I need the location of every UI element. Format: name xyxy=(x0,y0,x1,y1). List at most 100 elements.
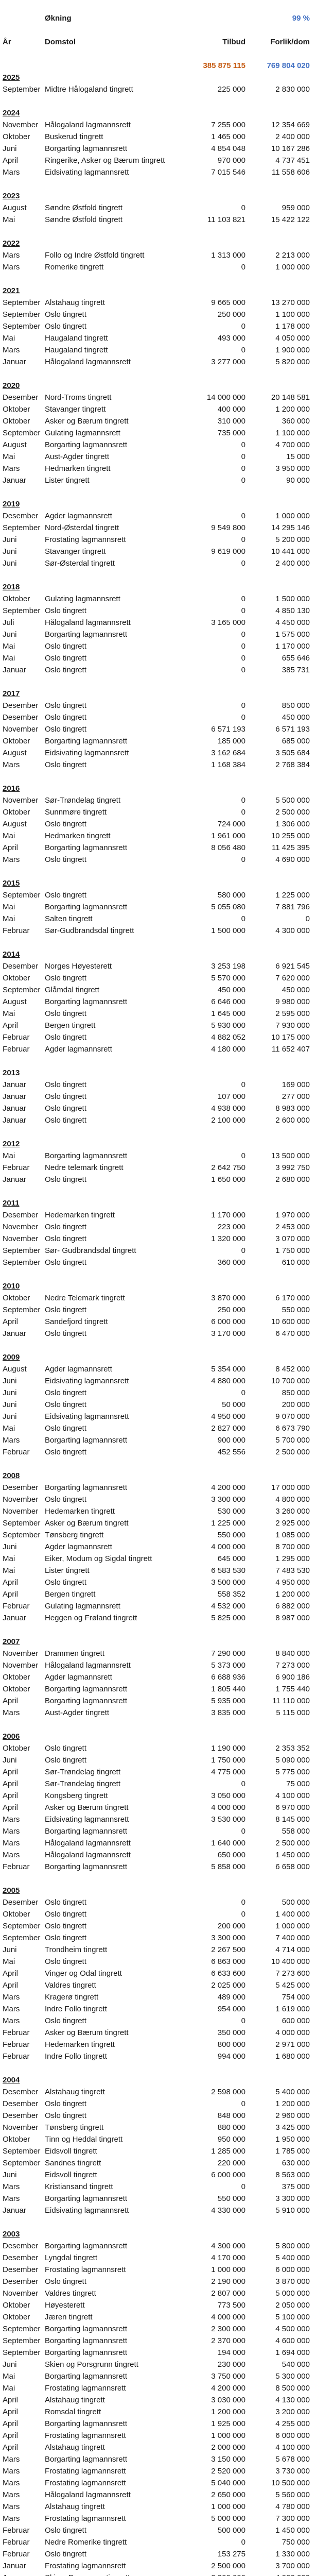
row-tilbud-value: 4 180 000 xyxy=(211,1045,245,1054)
table-row: Mai Oslo tingrett 0 1 170 000 xyxy=(0,640,316,652)
table-row: Mai Eiker, Modum og Sigdal tingrett 645 00… xyxy=(0,1553,316,1565)
section-gap xyxy=(0,1340,316,1351)
row-court: Gulating lagmannsrett xyxy=(45,1602,120,1611)
row-month: Oktober xyxy=(3,808,30,817)
row-court: Høyesterett xyxy=(45,2301,85,2310)
row-month: August xyxy=(3,1365,27,1374)
row-court: Oslo tingrett xyxy=(45,1080,86,1089)
row-forlik-value: 2 453 000 xyxy=(275,1223,310,1231)
row-court: Nedre telemark tingrett xyxy=(45,1163,124,1172)
table-row: Oktober Oslo tingrett 0 1 400 000 xyxy=(0,1908,316,1920)
row-court: Romerike tingrett xyxy=(45,263,104,272)
row-court: Hedmarken tingrett xyxy=(45,464,111,473)
row-tilbud-value: 4 882 052 xyxy=(211,1033,245,1042)
row-court: Oslo tingrett xyxy=(45,2550,86,2558)
row-tilbud-value: 360 000 xyxy=(217,1258,245,1267)
row-court: Borgarting lagmannsrett xyxy=(45,2336,128,2345)
row-month: September xyxy=(3,322,41,331)
table-row: Desember Borgarting lagmannsrett 4 300 000… xyxy=(0,2240,316,2252)
table-row: August Borgarting lagmannsrett 6 646 000 9 … xyxy=(0,996,316,1008)
row-month: Februar xyxy=(3,2550,30,2558)
row-forlik-value: 5 500 000 xyxy=(275,796,310,805)
row-court: Asker og Bærum tingrett xyxy=(45,1519,129,1528)
table-row: April Alstahaug tingrett 3 030 000 4 130 00… xyxy=(0,2394,316,2406)
year-header-row: 2006 xyxy=(0,1731,316,1742)
row-forlik-value: 2 353 352 xyxy=(275,1744,310,1753)
row-tilbud-value: 0 xyxy=(241,606,245,615)
row-forlik-value: 15 000 xyxy=(286,452,310,461)
row-tilbud-value: 5 000 000 xyxy=(211,2514,245,2523)
table-row: Mars Kristiansand tingrett 0 375 000 xyxy=(0,2181,316,2193)
row-forlik-value: 6 921 545 xyxy=(275,962,310,971)
row-month: Mars xyxy=(3,2182,20,2191)
row-court: Nedre Telemark tingrett xyxy=(45,1294,125,1302)
row-forlik-value: 8 987 000 xyxy=(275,1614,310,1622)
row-forlik-value: 7 300 000 xyxy=(275,2514,310,2523)
row-court: Nedre Romerike tingrett xyxy=(45,2538,127,2547)
row-tilbud-value: 4 775 000 xyxy=(211,1768,245,1776)
table-row: April Sandefjord tingrett 6 000 000 10 600 … xyxy=(0,1316,316,1328)
row-tilbud-value: 153 275 xyxy=(217,2550,245,2558)
row-forlik-value: 3 992 750 xyxy=(275,1163,310,1172)
row-court: Frostating lagmannsrett xyxy=(45,2384,126,2393)
row-forlik-value: 4 300 000 xyxy=(275,926,310,935)
year-label: 2006 xyxy=(3,1732,20,1741)
row-court: Asker og Bærum tingrett xyxy=(45,2028,129,2037)
row-court: Agder lagmannsrett xyxy=(45,1045,112,1054)
row-forlik-value: 5 678 000 xyxy=(275,2455,310,2464)
row-court: Oslo tingrett xyxy=(45,1957,86,1966)
year-label: 2003 xyxy=(3,2230,20,2239)
row-forlik-value: 9 070 000 xyxy=(275,1412,310,1421)
row-tilbud-value: 900 000 xyxy=(217,1436,245,1445)
table-row: Mars Eidsivating lagmannsrett 7 015 546 11 … xyxy=(0,166,316,178)
row-forlik-value: 1 000 000 xyxy=(275,263,310,272)
row-forlik-value: 1 750 000 xyxy=(275,1246,310,1255)
table-row: September Asker og Bærum tingrett 1 225 00… xyxy=(0,1517,316,1529)
row-tilbud-value: 9 665 000 xyxy=(211,298,245,307)
row-tilbud-value: 2 642 750 xyxy=(211,1163,245,1172)
row-month: Oktober xyxy=(3,2135,30,2144)
table-row: September Oslo tingrett 3 300 000 7 400 000 xyxy=(0,1932,316,1944)
row-tilbud-value: 550 000 xyxy=(217,2194,245,2203)
row-court: Kristiansand tingrett xyxy=(45,2182,113,2191)
row-forlik-value: 5 910 000 xyxy=(275,2206,310,2215)
table-row: April Ringerike, Asker og Bærum tingrett 9… xyxy=(0,155,316,166)
row-month: Juni xyxy=(3,535,17,544)
row-court: Eidsivating lagmannsrett xyxy=(45,168,129,177)
row-tilbud-value: 6 583 530 xyxy=(211,1566,245,1575)
table-row: Mai Salten tingrett 0 0 xyxy=(0,913,316,925)
row-month: Mai xyxy=(3,334,15,343)
row-court: Gulating lagmannsrett xyxy=(45,429,120,437)
year-header-row: 2017 xyxy=(0,688,316,700)
row-month: Desember xyxy=(3,2277,39,2286)
row-month: Februar xyxy=(3,2538,30,2547)
table-row: Oktober Oslo tingrett 5 570 000 7 620 000 xyxy=(0,972,316,984)
table-row: Mars Hålogaland lagmannsrett 1 640 000 2 50… xyxy=(0,1837,316,1849)
row-forlik-value: 1 178 000 xyxy=(275,322,310,331)
row-tilbud-value: 225 000 xyxy=(217,85,245,94)
row-court: Hedmarken tingrett xyxy=(45,832,111,840)
column-header-year: År xyxy=(3,38,11,46)
table-row: Juni Sør-Østerdal tingrett 0 2 400 000 xyxy=(0,557,316,569)
year-header-row: 2004 xyxy=(0,2074,316,2086)
row-forlik-value: 2 960 000 xyxy=(275,2111,310,2120)
table-row: November Oslo tingrett 1 320 000 3 070 000 xyxy=(0,1233,316,1245)
row-tilbud-value: 6 863 000 xyxy=(211,1957,245,1966)
row-tilbud-value: 0 xyxy=(241,808,245,817)
year-header-row: 2003 xyxy=(0,2228,316,2240)
year-label: 2011 xyxy=(3,1199,20,1208)
row-forlik-value: 1 100 000 xyxy=(275,429,310,437)
table-row: April Bergen tingrett 558 352 1 200 000 xyxy=(0,1588,316,1600)
table-row: Februar Agder lagmannsrett 4 180 000 11 652… xyxy=(0,1043,316,1055)
row-forlik-value: 2 213 000 xyxy=(275,251,310,260)
row-tilbud-value: 1 190 000 xyxy=(211,1744,245,1753)
year-label: 2016 xyxy=(3,784,20,793)
row-court: Nord-Troms tingrett xyxy=(45,393,112,402)
row-month: Desember xyxy=(3,962,39,971)
section-gap xyxy=(0,178,316,190)
row-tilbud-value: 0 xyxy=(241,452,245,461)
column-header-tilbud: Tilbud xyxy=(222,38,245,46)
row-month: Mars xyxy=(3,2467,20,2476)
row-court: Eidsivating lagmannsrett xyxy=(45,2206,129,2215)
table-row: April Kongsberg tingrett 3 050 000 4 100 00… xyxy=(0,1790,316,1802)
